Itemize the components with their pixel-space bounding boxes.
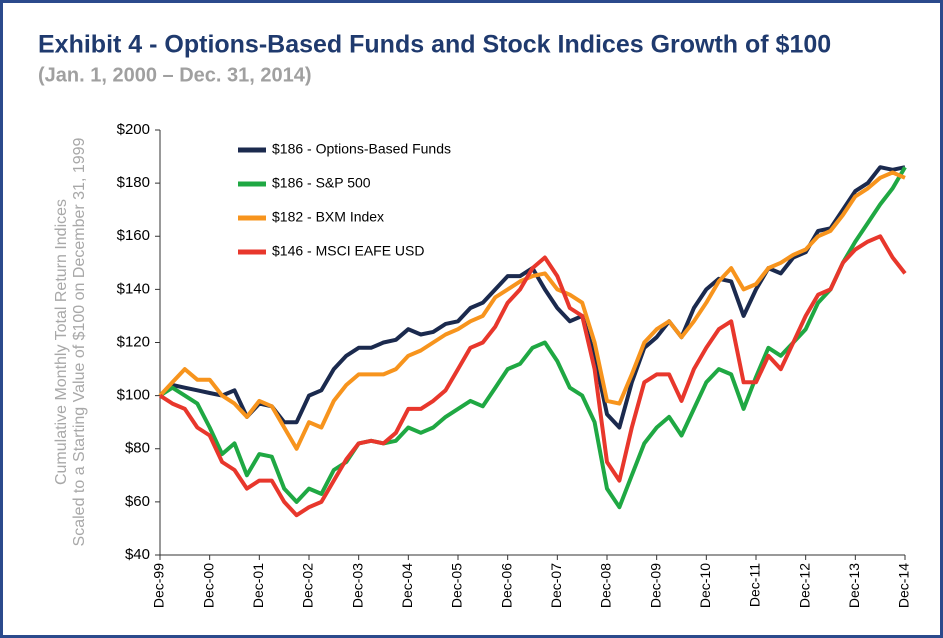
y-axis-label: Scaled to a Starting Value of $100 on De… (71, 137, 88, 546)
legend-label: $186 - S&P 500 (272, 175, 371, 191)
y-tick-label: $200 (117, 121, 150, 138)
x-tick-label: Dec-03 (349, 563, 365, 608)
line-series (158, 166, 907, 510)
x-tick-label: Dec-05 (449, 563, 465, 608)
y-tick-label: $60 (125, 493, 150, 510)
y-tick-label: $120 (117, 333, 150, 350)
x-tick-label: Dec-04 (399, 563, 415, 608)
y-tick-label: $40 (125, 546, 150, 563)
x-tick-label: Dec-00 (200, 563, 216, 608)
y-tick-label: $180 (117, 174, 150, 191)
x-tick-label: Dec-12 (796, 563, 812, 608)
x-tick-label: Dec-14 (896, 563, 912, 608)
chart-title: Exhibit 4 - Options-Based Funds and Stoc… (38, 31, 831, 59)
legend-label: $186 - Options-Based Funds (272, 141, 451, 157)
y-tick-label: $160 (117, 227, 150, 244)
chart-subtitle: (Jan. 1, 2000 – Dec. 31, 2014) (38, 64, 312, 86)
y-tick-label: $80 (125, 440, 150, 457)
x-tick-label: Dec-11 (747, 563, 763, 607)
x-tick-label: Dec-08 (598, 563, 614, 608)
line-series (158, 234, 907, 518)
x-tick-label: Dec-99 (151, 563, 167, 608)
x-tick-label: Dec-10 (697, 563, 713, 608)
x-tick-label: Dec-01 (250, 563, 266, 608)
x-tick-label: Dec-07 (548, 563, 564, 608)
x-tick-label: Dec-06 (498, 563, 514, 608)
y-axis-label: Cumulative Monthly Total Return Indices (53, 199, 70, 485)
x-tick-label: Dec-13 (846, 563, 862, 608)
x-tick-label: Dec-09 (647, 563, 663, 608)
legend-label: $146 - MSCI EAFE USD (272, 243, 425, 259)
x-tick-label: Dec-02 (300, 563, 316, 608)
legend-label: $182 - BXM Index (272, 209, 384, 225)
line-series (158, 170, 906, 451)
y-tick-label: $140 (117, 280, 150, 297)
y-tick-label: $100 (117, 387, 150, 404)
